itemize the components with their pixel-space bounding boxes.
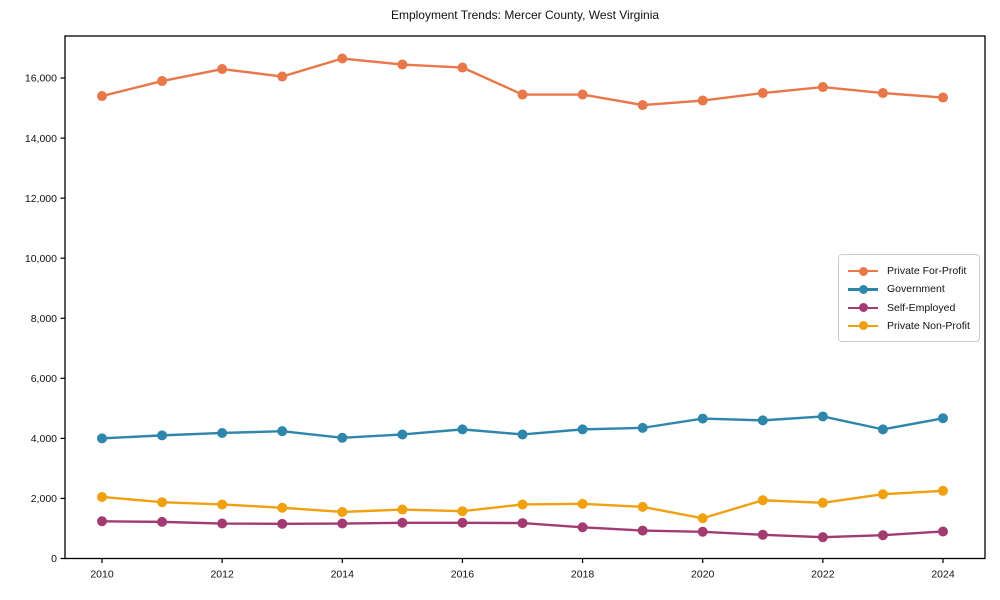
data-point-self-employed-2010 [97, 516, 107, 527]
data-point-government-2015 [397, 429, 408, 440]
data-point-private-non-profit-2013 [277, 502, 288, 513]
data-point-government-2024 [938, 413, 948, 424]
data-point-self-employed-2017 [517, 518, 528, 529]
x-tick-label: 2012 [210, 569, 234, 581]
x-tick-label: 2010 [90, 569, 114, 581]
data-point-private-for-profit-2022 [817, 82, 828, 93]
data-point-private-non-profit-2012 [217, 499, 228, 510]
y-tick-label: 6,000 [31, 373, 57, 385]
data-point-government-2019 [637, 422, 648, 433]
data-point-self-employed-2016 [457, 517, 468, 528]
legend-label: Private For-Profit [887, 265, 967, 277]
legend-label: Private Non-Profit [887, 319, 970, 332]
legend-marker-icon [848, 320, 878, 331]
data-point-government-2011 [157, 430, 168, 441]
y-tick-label: 16,000 [25, 73, 57, 85]
data-point-private-for-profit-2014 [337, 53, 348, 64]
data-point-self-employed-2015 [397, 517, 408, 528]
data-point-government-2012 [217, 427, 228, 438]
y-tick-label: 4,000 [31, 433, 57, 445]
data-point-government-2010 [97, 433, 107, 444]
x-tick-label: 2024 [931, 569, 955, 581]
data-point-private-non-profit-2018 [577, 498, 588, 509]
data-point-self-employed-2018 [577, 522, 588, 533]
legend-marker-icon [848, 266, 878, 277]
data-point-self-employed-2011 [157, 516, 168, 527]
data-point-private-non-profit-2010 [97, 491, 107, 502]
data-point-private-for-profit-2023 [877, 88, 888, 99]
data-point-private-for-profit-2021 [757, 88, 768, 99]
y-tick-label: 14,000 [25, 133, 57, 145]
data-point-private-for-profit-2016 [457, 62, 468, 73]
x-tick-label: 2014 [331, 569, 355, 581]
data-point-government-2022 [817, 411, 828, 422]
data-point-private-for-profit-2024 [938, 92, 948, 103]
data-point-private-non-profit-2020 [697, 513, 708, 524]
data-point-private-for-profit-2011 [157, 76, 168, 87]
legend-item-government: Government [848, 280, 971, 298]
data-point-government-2014 [337, 432, 348, 443]
data-point-private-non-profit-2014 [337, 506, 348, 517]
y-tick-label: 12,000 [25, 193, 57, 205]
data-point-private-for-profit-2012 [217, 64, 228, 75]
y-tick-label: 8,000 [31, 313, 57, 325]
data-point-private-for-profit-2018 [577, 89, 588, 100]
data-point-self-employed-2013 [277, 518, 288, 529]
data-point-private-non-profit-2024 [938, 485, 948, 496]
data-point-government-2018 [577, 424, 588, 435]
data-point-private-for-profit-2015 [397, 59, 408, 70]
data-point-self-employed-2012 [217, 518, 228, 529]
data-point-self-employed-2019 [637, 525, 648, 536]
data-point-government-2023 [877, 424, 888, 435]
data-point-self-employed-2022 [817, 532, 828, 543]
data-point-self-employed-2024 [938, 526, 948, 537]
y-tick-label: 2,000 [31, 493, 57, 505]
x-tick-label: 2018 [571, 569, 595, 581]
data-point-private-non-profit-2015 [397, 504, 408, 515]
y-tick-label: 0 [51, 553, 57, 565]
legend: Private For-Profit Government Self-Employe… [838, 254, 980, 342]
data-point-private-for-profit-2020 [697, 95, 708, 106]
legend-label: Government [887, 283, 945, 296]
data-point-private-non-profit-2022 [817, 497, 828, 508]
data-point-private-non-profit-2011 [157, 497, 168, 508]
legend-marker-icon [848, 284, 878, 295]
data-point-self-employed-2014 [337, 518, 348, 529]
data-point-private-non-profit-2017 [517, 499, 528, 510]
plot-frame [64, 35, 986, 560]
data-point-private-non-profit-2021 [757, 495, 768, 506]
data-point-private-non-profit-2016 [457, 506, 468, 517]
data-point-private-for-profit-2013 [277, 71, 288, 82]
x-tick-label: 2020 [691, 569, 715, 581]
data-point-government-2016 [457, 424, 468, 435]
legend-item-private-for-profit: Private For-Profit [848, 262, 971, 280]
data-point-private-for-profit-2010 [97, 91, 107, 102]
data-point-private-non-profit-2019 [637, 501, 648, 512]
x-tick-label: 2022 [811, 569, 835, 581]
legend-item-self-employed: Self-Employed [848, 299, 971, 317]
data-point-self-employed-2021 [757, 529, 768, 540]
data-point-government-2013 [277, 426, 288, 437]
data-point-private-non-profit-2023 [877, 489, 888, 500]
data-point-self-employed-2023 [877, 530, 888, 541]
legend-item-private-non-profit: Private Non-Profit [848, 317, 971, 335]
y-tick-label: 10,000 [25, 253, 57, 265]
data-point-government-2017 [517, 429, 528, 440]
legend-marker-icon [848, 302, 878, 313]
data-point-government-2020 [697, 413, 708, 424]
chart-title: Employment Trends: Mercer County, West V… [390, 8, 660, 22]
x-tick-label: 2016 [451, 569, 475, 581]
data-point-private-for-profit-2019 [637, 100, 648, 111]
data-point-self-employed-2020 [697, 526, 708, 537]
data-point-private-for-profit-2017 [517, 89, 528, 100]
data-point-government-2021 [757, 415, 768, 426]
legend-label: Self-Employed [887, 301, 956, 314]
